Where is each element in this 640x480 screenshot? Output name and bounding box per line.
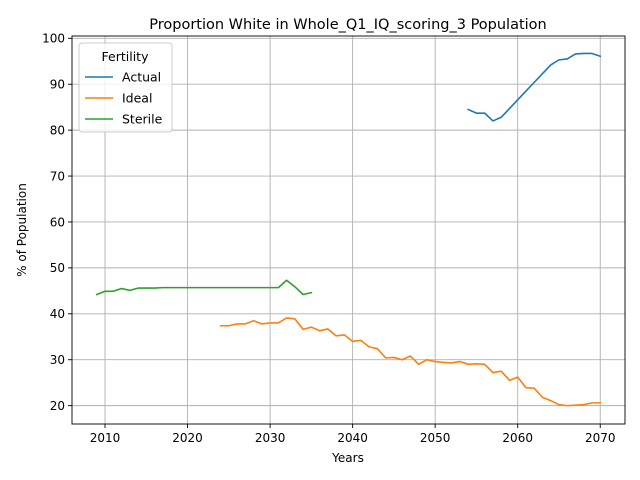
legend-title: Fertility [102,49,150,64]
x-tick-label: 2070 [585,431,616,445]
legend: Fertility Actual Ideal Sterile [78,42,173,133]
legend-label-actual: Actual [122,70,161,85]
x-axis: 2010 2020 2030 2040 2050 2060 2070 [90,424,616,445]
series-layer [95,52,602,407]
y-tick-label: 90 [50,78,65,92]
x-tick-label: 2040 [337,431,368,445]
y-tick-label: 70 [50,169,65,183]
x-tick-label: 2060 [502,431,533,445]
x-tick-label: 2030 [255,431,286,445]
y-tick-label: 80 [50,123,65,137]
y-tick-label: 60 [50,215,65,229]
y-tick-label: 20 [50,399,65,413]
chart-title: Proportion White in Whole_Q1_IQ_scoring_… [149,17,547,33]
series-line-sterile [95,279,313,296]
legend-label-ideal: Ideal [122,91,152,106]
x-tick-label: 2010 [90,431,121,445]
plot-frame [71,35,626,425]
legend-box [78,42,173,133]
y-tick-label: 40 [50,307,65,321]
y-tick-label: 50 [50,261,65,275]
series-line-ideal [219,317,602,407]
x-axis-label: Years [331,451,364,465]
y-tick-label: 30 [50,353,65,367]
legend-items: Actual Ideal Sterile [85,70,163,127]
legend-label-sterile: Sterile [122,112,163,127]
y-axis-label: % of Population [15,183,29,277]
y-tick-label: 100 [42,32,65,46]
series-line-actual [467,52,602,122]
y-axis: 20 30 40 50 60 70 80 90 100 [42,32,72,413]
x-tick-label: 2050 [420,431,451,445]
grid [72,36,625,424]
x-tick-label: 2020 [172,431,203,445]
